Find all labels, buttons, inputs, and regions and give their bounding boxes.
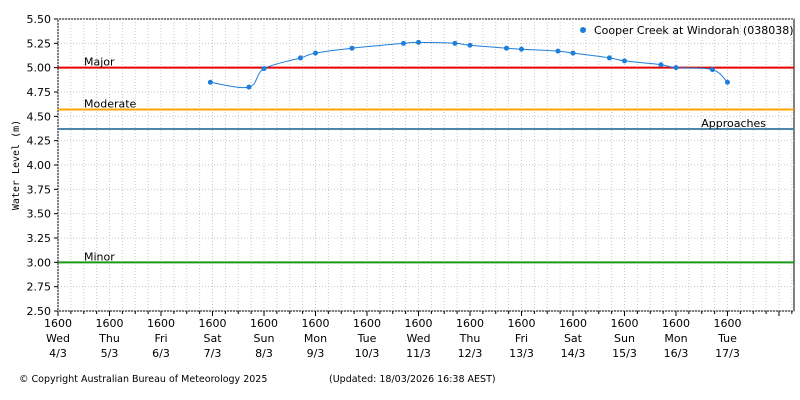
- y-tick-label: 3.00: [27, 256, 52, 269]
- data-point: [673, 65, 679, 71]
- x-tick-label-date: 11/3: [406, 347, 431, 360]
- x-tick-label-time: 1600: [250, 317, 278, 330]
- x-tick-label-day: Thu: [459, 332, 481, 345]
- x-tick-label-day: Sun: [614, 332, 635, 345]
- x-tick-label-day: Tue: [357, 332, 377, 345]
- x-tick-label-date: 5/3: [101, 347, 119, 360]
- data-point: [606, 55, 612, 61]
- x-tick-label-time: 1600: [147, 317, 175, 330]
- x-tick-label-date: 17/3: [715, 347, 740, 360]
- plot-area: [57, 18, 795, 312]
- x-tick-label-date: 9/3: [307, 347, 325, 360]
- x-tick-label-time: 1600: [198, 317, 226, 330]
- copyright-text: © Copyright Australian Bureau of Meteoro…: [19, 374, 268, 385]
- y-axis-label: Water Level (m): [11, 120, 22, 210]
- data-point: [467, 42, 473, 48]
- data-point: [400, 40, 406, 46]
- data-point: [724, 79, 730, 85]
- y-tick-label: 3.50: [27, 208, 52, 221]
- x-tick-label-time: 1600: [95, 317, 123, 330]
- x-tick-label-date: 16/3: [664, 347, 689, 360]
- data-point: [246, 84, 252, 90]
- x-tick-label-time: 1600: [404, 317, 432, 330]
- data-point: [570, 50, 576, 56]
- y-tick-label: 2.75: [27, 281, 52, 294]
- x-tick-label-date: 12/3: [458, 347, 483, 360]
- legend-label: Cooper Creek at Windorah (038038): [594, 24, 794, 37]
- legend: Cooper Creek at Windorah (038038): [580, 24, 794, 37]
- y-tick-label: 4.25: [27, 135, 52, 148]
- x-tick-label-time: 1600: [507, 317, 535, 330]
- x-tick-label-date: 6/3: [152, 347, 170, 360]
- y-tick-label: 5.50: [27, 13, 52, 26]
- data-point: [518, 46, 524, 52]
- data-point: [503, 45, 509, 51]
- x-tick-label-date: 4/3: [49, 347, 67, 360]
- data-point: [452, 40, 458, 46]
- x-tick-label-day: Sun: [254, 332, 275, 345]
- x-axis: 1600 Wed 4/3 1600 Thu 5/3 1600 Fri 6/3 1600 Sat 7/3…: [44, 311, 793, 360]
- x-tick-label-date: 13/3: [509, 347, 534, 360]
- x-tick-label-day: Mon: [304, 332, 327, 345]
- x-tick-label-date: 8/3: [255, 347, 273, 360]
- x-tick-label-day: Sat: [564, 332, 583, 345]
- data-point: [349, 45, 355, 51]
- y-tick-label: 2.50: [27, 305, 52, 318]
- x-tick-label-date: 7/3: [204, 347, 222, 360]
- data-point: [621, 58, 627, 64]
- x-tick-label-time: 1600: [610, 317, 638, 330]
- x-tick-label-day: Fri: [515, 332, 528, 345]
- y-tick-label: 3.75: [27, 183, 52, 196]
- x-tick-label-date: 14/3: [561, 347, 586, 360]
- data-point: [297, 55, 303, 61]
- data-point: [207, 79, 213, 85]
- data-point: [415, 39, 421, 45]
- x-tick-label-time: 1600: [456, 317, 484, 330]
- y-tick-label: 4.50: [27, 110, 52, 123]
- x-tick-label-date: 10/3: [355, 347, 380, 360]
- x-tick-label-day: Fri: [154, 332, 167, 345]
- x-tick-label-date: 15/3: [612, 347, 637, 360]
- data-point: [555, 48, 561, 54]
- series-layer: [207, 39, 730, 90]
- x-tick-label-time: 1600: [353, 317, 381, 330]
- data-point: [261, 66, 267, 72]
- x-tick-label-day: Wed: [46, 332, 70, 345]
- x-tick-label-time: 1600: [301, 317, 329, 330]
- x-tick-label-time: 1600: [44, 317, 72, 330]
- reference-label-approaches: Approaches: [701, 117, 766, 130]
- data-point: [709, 67, 715, 73]
- reference-label-major: Major: [84, 56, 115, 69]
- y-tick-label: 4.00: [27, 159, 52, 172]
- data-point: [312, 50, 318, 56]
- x-tick-label-day: Wed: [406, 332, 430, 345]
- x-tick-label-day: Tue: [717, 332, 737, 345]
- y-axis: 2.50 2.75 3.00 3.25 3.50 3.75 4.00 4.25 4.50 4.75…: [27, 13, 58, 318]
- data-point: [658, 62, 664, 68]
- reference-label-minor: Minor: [84, 250, 115, 263]
- y-tick-label: 5.00: [27, 62, 52, 75]
- legend-marker: [580, 27, 586, 33]
- y-tick-label: 5.25: [27, 37, 52, 50]
- x-tick-label-day: Mon: [664, 332, 687, 345]
- reference-lines: Major Moderate Approaches Minor: [58, 56, 794, 264]
- x-tick-label-day: Sat: [203, 332, 222, 345]
- updated-timestamp: (Updated: 18/03/2026 16:38 AEST): [329, 374, 496, 385]
- x-tick-label-time: 1600: [559, 317, 587, 330]
- x-tick-label-day: Thu: [98, 332, 120, 345]
- y-tick-label: 4.75: [27, 86, 52, 99]
- y-tick-label: 3.25: [27, 232, 52, 245]
- x-tick-label-time: 1600: [713, 317, 741, 330]
- reference-label-moderate: Moderate: [84, 98, 137, 111]
- x-tick-label-time: 1600: [662, 317, 690, 330]
